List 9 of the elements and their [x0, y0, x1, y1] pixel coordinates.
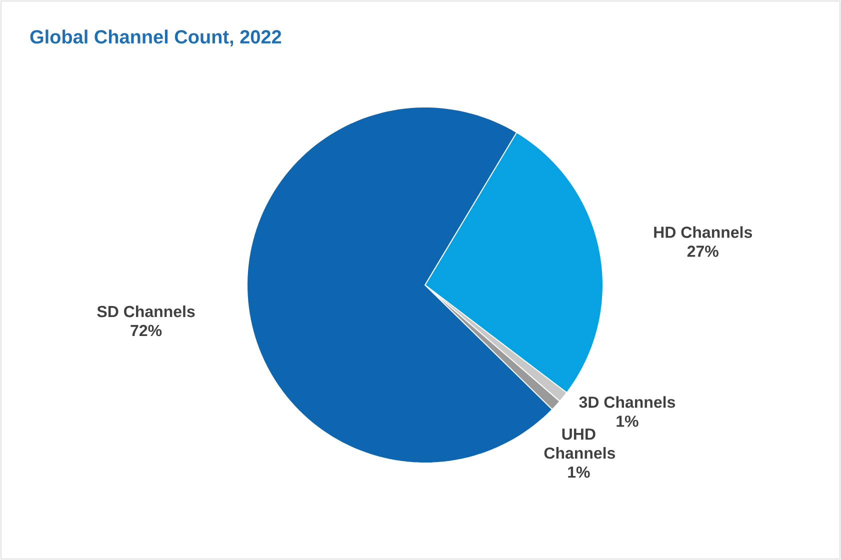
slice-label: UHD Channels — [544, 428, 616, 459]
data-label: 72% — [130, 324, 162, 336]
data-label: 27% — [687, 246, 718, 257]
slice-label: HD Channels — [654, 226, 752, 238]
data-label: 1% — [568, 466, 590, 478]
data-label: 1% — [616, 416, 638, 427]
slice-label: SD Channels — [97, 305, 195, 318]
chart-title: Global Channel Count, 2022 — [30, 30, 282, 46]
slice-label: 3D Channels — [579, 396, 676, 408]
